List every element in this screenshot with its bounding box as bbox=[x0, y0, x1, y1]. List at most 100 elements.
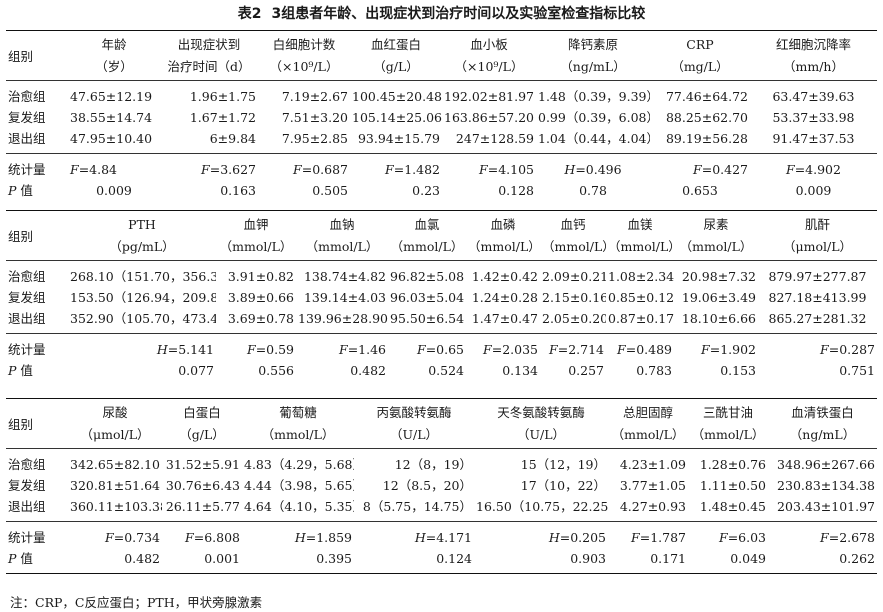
stat-value: =1.46 bbox=[347, 342, 386, 357]
table-cell: 3.91±0.82 bbox=[216, 260, 296, 287]
table-cell: 827.18±413.99 bbox=[768, 290, 867, 305]
column-unit: （×10⁹/L） bbox=[269, 58, 339, 74]
column-unit: （mmol/L） bbox=[305, 238, 379, 254]
table-cell: 18.10±6.66 bbox=[681, 311, 756, 326]
stat-label: 统计量 bbox=[6, 333, 68, 360]
stat-cell: H=0.205 bbox=[474, 521, 608, 548]
stat-value: =2.678 bbox=[828, 530, 875, 545]
p-value-cell: 0.257 bbox=[568, 363, 604, 378]
table-cell: 47.65±12.19 bbox=[68, 80, 160, 107]
stat-value: =0.287 bbox=[828, 342, 875, 357]
p-value-row: P 值 0.077 0.556 0.482 0.524 0.134 0.257 … bbox=[6, 360, 877, 385]
table-cell: 1.04（0.44，4.04） bbox=[538, 131, 650, 146]
column-unit: （岁） bbox=[95, 58, 133, 74]
table-cell: 3.89±0.66 bbox=[227, 290, 294, 305]
stat-value: =1.482 bbox=[393, 162, 440, 177]
stat-value: =3.627 bbox=[209, 162, 256, 177]
column-header: 红细胞沉降率 bbox=[775, 37, 851, 52]
table-cell: 2.15±0.16 bbox=[542, 290, 606, 305]
p-value-cell: 0.78 bbox=[579, 183, 607, 198]
column-header: 血钙 bbox=[560, 217, 586, 232]
column-unit: （μmol/L） bbox=[782, 238, 852, 254]
table-footnote: 注：CRP，C反应蛋白；PTH，甲状旁腺激素 bbox=[10, 595, 263, 610]
stat-value: =4.902 bbox=[794, 162, 841, 177]
stat-value: =0.205 bbox=[559, 530, 606, 545]
group-header: 组别 bbox=[8, 49, 34, 64]
stat-value: =1.902 bbox=[709, 342, 756, 357]
column-unit: 治疗时间（d） bbox=[167, 58, 251, 74]
table-cell: 1.42±0.42 bbox=[466, 260, 540, 287]
column-header: 血磷 bbox=[490, 217, 516, 232]
stat-value: =6.03 bbox=[727, 530, 766, 545]
table-cell: 96.03±5.04 bbox=[390, 290, 465, 305]
table-cell: 1.48±0.45 bbox=[699, 499, 766, 514]
column-header: 血钾 bbox=[243, 217, 269, 232]
group-header: 组别 bbox=[8, 417, 34, 432]
column-header: 血镁 bbox=[627, 217, 653, 232]
table-cell: 1.11±0.50 bbox=[699, 478, 766, 493]
table-row: 复发组 320.81±51.64 30.76±6.43 4.44（3.98，5.… bbox=[6, 475, 877, 496]
stat-row: 统计量 F=0.734 F=6.808 H=1.859 H=4.171 H=0.… bbox=[6, 521, 877, 548]
column-unit: （mmol/L） bbox=[219, 238, 293, 254]
p-value-cell: 0.077 bbox=[178, 363, 214, 378]
row-group-label: 退出组 bbox=[8, 131, 46, 146]
p-value-cell: 0.783 bbox=[636, 363, 672, 378]
p-value-cell: 0.001 bbox=[204, 551, 240, 566]
column-header: 出现症状到 bbox=[177, 37, 241, 52]
stat-symbol: F bbox=[479, 162, 488, 177]
stat-cell: F=1.902 bbox=[674, 333, 758, 360]
table-cell: 2.09±0.21 bbox=[540, 260, 606, 287]
stat-symbol: F bbox=[820, 530, 829, 545]
table-row: 退出组 352.90（105.70，473.40） 3.69±0.78 139.… bbox=[6, 308, 877, 334]
table-cell: 8（5.75，14.75） bbox=[362, 499, 472, 514]
stat-cell: F=1.482 bbox=[350, 153, 442, 180]
stat-cell: F=1.787 bbox=[608, 521, 688, 548]
table-cell: 360.11±103.38 bbox=[70, 499, 162, 514]
column-unit: （mmol/L） bbox=[611, 426, 685, 442]
p-symbol: P bbox=[8, 183, 17, 198]
p-value-cell: 0.009 bbox=[96, 183, 132, 198]
table-cell: 91.47±37.53 bbox=[772, 131, 855, 146]
column-unit: （mmol/L） bbox=[468, 238, 540, 254]
header-row: 组别 PTH 血钾 血钠 血氯 血磷 血钙 血镁 尿素 肌酐 bbox=[6, 211, 877, 244]
stat-value: =0.65 bbox=[425, 342, 464, 357]
column-unit: （mm/h） bbox=[783, 58, 844, 74]
column-header: 血清铁蛋白 bbox=[791, 405, 854, 420]
column-header: PTH bbox=[128, 217, 156, 232]
p-value-cell: 0.751 bbox=[839, 363, 875, 378]
stat-value: =0.687 bbox=[301, 162, 348, 177]
table-cell: 15（12，19） bbox=[474, 448, 608, 475]
p-value-cell: 0.653 bbox=[682, 183, 718, 198]
table-cell: 1.67±1.72 bbox=[189, 110, 256, 125]
table-caption: 表2 3组患者年龄、出现症状到治疗时间以及实验室检查指标比较 bbox=[0, 3, 883, 23]
stat-value: =0.496 bbox=[575, 162, 622, 177]
p-value-cell: 0.009 bbox=[795, 183, 832, 198]
stat-cell: F=3.627 bbox=[160, 153, 258, 180]
column-header: 降钙素原 bbox=[567, 37, 618, 52]
table-row: 退出组 47.95±10.40 6±9.84 7.95±2.85 93.94±1… bbox=[6, 128, 877, 154]
table-row: 复发组 153.50（126.94，209.80） 3.89±0.66 139.… bbox=[6, 287, 877, 308]
table-cell: 139.14±4.03 bbox=[303, 290, 386, 305]
column-header: 三酰甘油 bbox=[702, 405, 753, 420]
stat-cell: F=6.03 bbox=[688, 521, 768, 548]
table-cell: 4.27±0.93 bbox=[619, 499, 686, 514]
p-value-cell: 0.505 bbox=[312, 183, 348, 198]
stat-value: =4.84 bbox=[78, 162, 117, 177]
p-value-cell: 0.134 bbox=[502, 363, 538, 378]
p-value-cell: 0.262 bbox=[839, 551, 875, 566]
p-label-text: 值 bbox=[20, 551, 33, 566]
column-unit: （mmol/L） bbox=[542, 238, 606, 254]
stat-cell: H=4.171 bbox=[354, 521, 474, 548]
stat-label: 统计量 bbox=[6, 521, 68, 548]
table-cell: 1.48（0.39，9.39） bbox=[536, 80, 650, 107]
p-value-cell: 0.482 bbox=[124, 551, 160, 566]
stat-symbol: F bbox=[701, 342, 710, 357]
table-cell: 203.43±101.97 bbox=[777, 499, 875, 514]
stat-symbol: H bbox=[548, 530, 560, 545]
table-cell: 342.65±82.10 bbox=[68, 448, 162, 475]
table-cell: 865.27±281.32 bbox=[768, 311, 867, 326]
column-header: 年龄 bbox=[101, 37, 127, 52]
table-cell: 0.87±0.17 bbox=[608, 311, 674, 326]
table-cell: 7.51±3.20 bbox=[281, 110, 348, 125]
header-unit-row: （μmol/L） （g/L） （mmol/L） （U/L） （U/L） （mmo… bbox=[6, 424, 877, 449]
